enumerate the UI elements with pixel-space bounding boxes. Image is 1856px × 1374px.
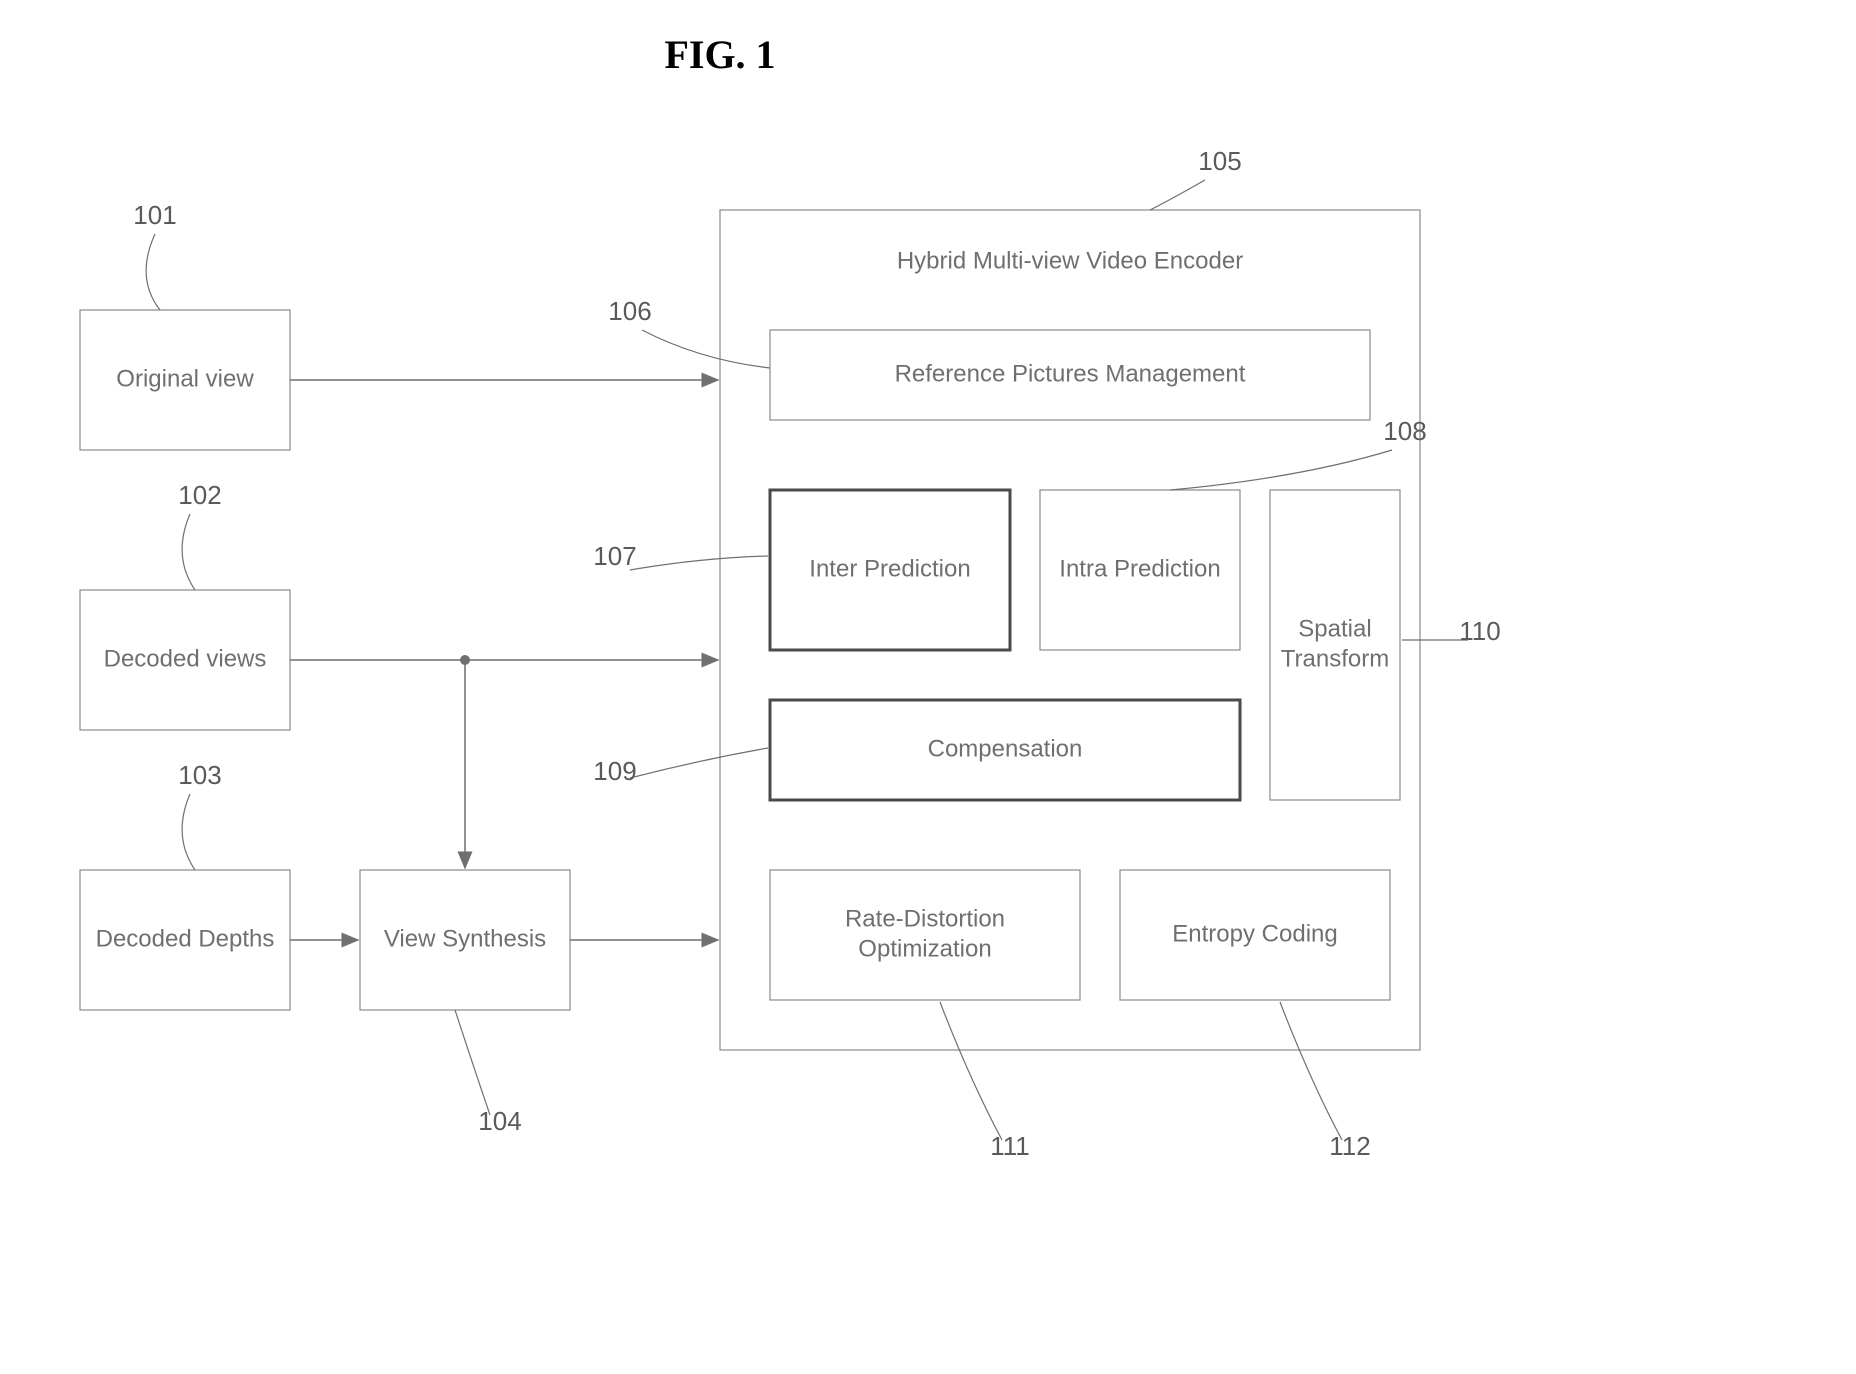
ref-leader-109 xyxy=(630,748,768,778)
label-rdo-line1: Optimization xyxy=(858,935,991,962)
figure-title: FIG. 1 xyxy=(664,32,775,77)
label-spatial-line1: Transform xyxy=(1281,645,1389,672)
ref-leader-106 xyxy=(642,330,770,368)
ref-num-101: 101 xyxy=(133,200,176,230)
label-entropy: Entropy Coding xyxy=(1172,920,1337,947)
label-spatial-line0: Spatial xyxy=(1298,615,1371,642)
ref-num-105: 105 xyxy=(1198,146,1241,176)
label-intra_pred: Intra Prediction xyxy=(1059,555,1220,582)
ref-leader-102 xyxy=(182,514,195,590)
label-original_view: Original view xyxy=(116,365,254,392)
ref-num-106: 106 xyxy=(608,296,651,326)
label-inter_pred: Inter Prediction xyxy=(809,555,970,582)
label-compensation: Compensation xyxy=(928,735,1083,762)
label-ref_mgmt: Reference Pictures Management xyxy=(895,360,1246,387)
ref-leader-107 xyxy=(630,556,768,570)
ref-leader-103 xyxy=(182,794,195,870)
ref-num-107: 107 xyxy=(593,541,636,571)
ref-num-110: 110 xyxy=(1459,616,1500,646)
label-rdo-line0: Rate-Distortion xyxy=(845,905,1005,932)
ref-leader-111 xyxy=(940,1002,1002,1140)
ref-num-112: 112 xyxy=(1329,1131,1370,1161)
label-decoded_depths: Decoded Depths xyxy=(96,925,275,952)
label-decoded_views: Decoded views xyxy=(104,645,267,672)
junction-dot-4 xyxy=(460,655,470,665)
ref-num-104: 104 xyxy=(478,1106,521,1136)
ref-leader-108 xyxy=(1170,450,1392,490)
label-view_synthesis: View Synthesis xyxy=(384,925,546,952)
ref-num-108: 108 xyxy=(1383,416,1426,446)
ref-num-102: 102 xyxy=(178,480,221,510)
ref-num-103: 103 xyxy=(178,760,221,790)
ref-num-111: 111 xyxy=(990,1131,1030,1161)
ref-leader-105 xyxy=(1150,180,1205,210)
ref-leader-112 xyxy=(1280,1002,1342,1140)
encoder-title: Hybrid Multi-view Video Encoder xyxy=(897,247,1243,274)
ref-num-109: 109 xyxy=(593,756,636,786)
ref-leader-104 xyxy=(455,1010,490,1115)
ref-leader-101 xyxy=(146,234,160,310)
